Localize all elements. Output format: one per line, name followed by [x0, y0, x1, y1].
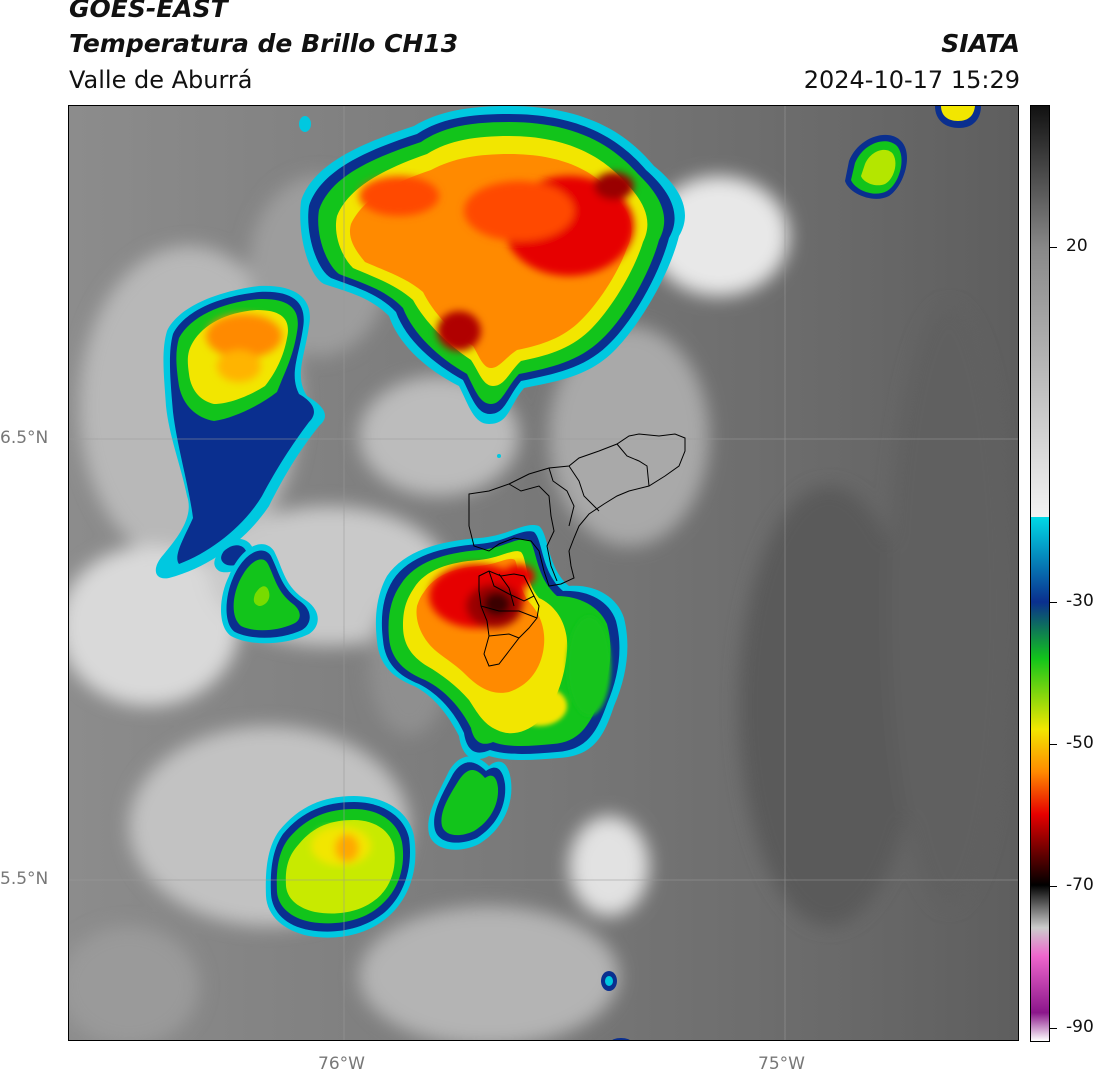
municipal-boundaries — [468, 433, 686, 667]
cloud-cell-northeast — [845, 106, 981, 199]
agency-label: SIATA — [941, 29, 1020, 58]
colorbar-tick-mark — [1050, 1027, 1057, 1029]
gridlines — [69, 106, 1018, 1040]
colorbar-tick-label: -30 — [1066, 590, 1094, 611]
timestamp-label: 2024-10-17 15:29 — [803, 66, 1020, 94]
satellite-map — [68, 105, 1019, 1041]
cloud-cell-central — [375, 524, 628, 760]
brightness-temperature-field — [69, 106, 1018, 1040]
cloud-cell-north — [300, 106, 685, 424]
lat-label-6-5: 6.5°N — [0, 428, 49, 448]
colorbar-tick-label: -90 — [1066, 1016, 1094, 1037]
product-title: Temperatura de Brillo CH13 — [69, 29, 459, 58]
cloud-cell-south — [265, 796, 416, 938]
temperature-colorbar — [1030, 105, 1050, 1042]
lon-label-75w: 75°W — [758, 1054, 805, 1074]
region-subtitle: Valle de Aburrá — [69, 66, 253, 94]
colorbar-tick-mark — [1050, 743, 1057, 745]
small-convective-specks — [299, 116, 630, 1040]
cloud-cell-southwest-small — [221, 544, 318, 644]
colorbar-tick-mark — [1050, 601, 1057, 603]
lon-label-76w: 76°W — [318, 1054, 365, 1074]
colorbar-tick-label: 20 — [1066, 235, 1088, 256]
colorbar-tick-label: -70 — [1066, 874, 1094, 895]
cloud-cell-south-central — [428, 756, 512, 850]
lat-label-5-5: 5.5°N — [0, 869, 49, 889]
cloud-cell-west — [155, 285, 326, 579]
colorbar-tick-mark — [1050, 885, 1057, 887]
colorbar-tick-label: -50 — [1066, 732, 1094, 753]
colorbar-tick-mark — [1050, 246, 1057, 248]
satellite-title: GOES-EAST — [69, 0, 228, 23]
